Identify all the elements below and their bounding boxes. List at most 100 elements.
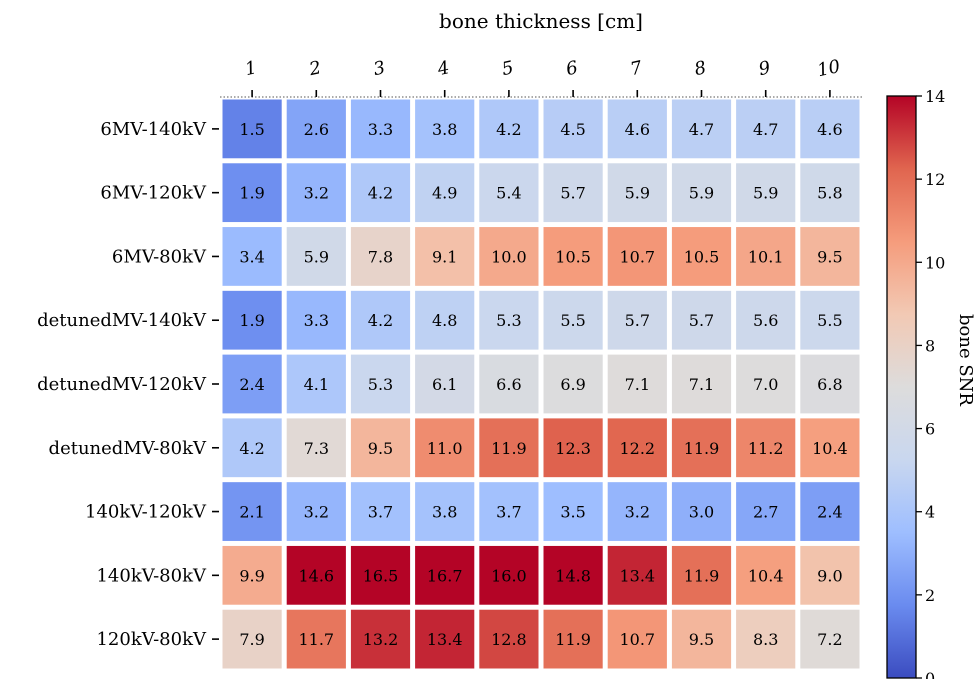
heatmap-cell	[479, 418, 539, 478]
x-tick-label: 1	[243, 57, 259, 80]
cell-value-label: 5.9	[753, 184, 778, 203]
cell-value-label: 6.8	[817, 375, 842, 394]
cell-value-label: 12.3	[555, 439, 591, 458]
x-tick-label: 8	[693, 57, 709, 80]
y-tick-label: 140kV-120kV	[85, 502, 207, 523]
heatmap-cell	[736, 163, 796, 223]
heatmap-cell	[736, 354, 796, 414]
y-tick-label: 140kV-80kV	[96, 565, 207, 586]
cell-value-label: 7.8	[368, 247, 393, 266]
heatmap-cell	[671, 418, 732, 478]
x-tick-label: 9	[757, 57, 773, 80]
heatmap-cell	[222, 418, 282, 478]
cell-value-label: 5.7	[560, 184, 585, 203]
cell-value-label: 5.6	[753, 311, 778, 330]
heatmap-cell	[479, 290, 539, 350]
heatmap-cell	[286, 290, 346, 350]
x-axis-label: bone thickness [cm]	[439, 9, 643, 33]
heatmap-cell	[222, 482, 282, 541]
cell-value-label: 4.9	[432, 184, 457, 203]
x-ticks: 1 2 3 4 5 6 7 8 9 10	[220, 56, 862, 98]
heatmap-cell	[350, 99, 411, 159]
heatmap-cell	[800, 609, 860, 669]
heatmap-cell	[222, 99, 282, 159]
cell-value-label: 2.1	[239, 503, 264, 522]
cell-value-label: 2.4	[239, 375, 264, 394]
heatmap-cell	[350, 609, 411, 669]
heatmap-cell	[671, 99, 732, 159]
cell-value-label: 4.8	[432, 311, 457, 330]
colorbar-tick-label: 10	[925, 253, 945, 272]
x-tick-label: 7	[628, 57, 644, 80]
cell-value-label: 11.7	[298, 630, 334, 649]
cell-value-label: 11.9	[555, 630, 591, 649]
cell-value-label: 6.1	[432, 375, 457, 394]
heatmap-cell	[286, 99, 346, 159]
cell-value-label: 10.4	[748, 566, 784, 585]
cell-value-label: 11.9	[684, 439, 720, 458]
cell-value-label: 3.8	[432, 120, 457, 139]
x-tick-label: 10	[815, 56, 842, 81]
cell-value-label: 12.2	[619, 439, 655, 458]
cell-value-label: 3.7	[496, 503, 521, 522]
heatmap-cell	[479, 609, 539, 669]
cell-value-label: 10.4	[812, 439, 848, 458]
cell-value-label: 4.7	[689, 120, 714, 139]
x-tick-label: 5	[500, 57, 516, 80]
x-tick-label: 6	[564, 57, 580, 80]
y-tick-label: 6MV-80kV	[112, 246, 207, 267]
heatmap-cell	[736, 99, 796, 159]
cell-value-label: 16.0	[491, 566, 527, 585]
cell-value-label: 9.5	[689, 630, 714, 649]
heatmap-cell	[607, 418, 667, 478]
colorbar-tick-label: 14	[925, 87, 945, 106]
cell-value-label: 2.4	[817, 503, 842, 522]
heatmap-cell	[671, 545, 732, 605]
heatmap-cell	[222, 545, 282, 605]
heatmap-cell	[479, 482, 539, 541]
heatmap-cell	[479, 227, 539, 286]
colorbar-gradient	[886, 95, 917, 679]
heatmap-cell	[543, 418, 603, 478]
heatmap-cell	[222, 163, 282, 223]
heatmap-cell	[800, 99, 860, 159]
heatmap-cell	[736, 482, 796, 541]
cell-value-label: 5.9	[304, 247, 329, 266]
y-ticks: 6MV-140kV 6MV-120kV 6MV-80kV detunedMV-140k…	[37, 119, 219, 650]
heatmap-cell	[607, 545, 667, 605]
cell-value-label: 4.2	[496, 120, 521, 139]
cell-value-label: 2.6	[304, 120, 329, 139]
cell-value-label: 11.9	[491, 439, 527, 458]
cell-value-label: 13.4	[619, 566, 655, 585]
heatmap-cell	[415, 99, 475, 159]
cell-value-label: 7.1	[625, 375, 650, 394]
cell-value-label: 3.2	[304, 503, 329, 522]
cell-value-label: 4.6	[817, 120, 842, 139]
heatmap-cell	[543, 609, 603, 669]
cell-value-label: 3.3	[304, 311, 329, 330]
cell-value-label: 4.2	[239, 439, 264, 458]
heatmap-cell	[286, 354, 346, 414]
heatmap-cell	[800, 290, 860, 350]
cell-value-label: 1.9	[239, 311, 264, 330]
cell-value-label: 5.3	[496, 311, 521, 330]
heatmap-cell	[736, 545, 796, 605]
cell-value-label: 2.7	[753, 503, 778, 522]
cell-value-label: 10.0	[491, 247, 527, 266]
heatmap-cell	[415, 227, 475, 286]
heatmap-cell	[671, 163, 732, 223]
heatmap-cell	[736, 290, 796, 350]
cell-value-label: 5.5	[817, 311, 842, 330]
colorbar: 0 2 4 6 8 10 12 14	[886, 87, 945, 679]
cell-value-label: 10.1	[748, 247, 784, 266]
heatmap-cell	[607, 354, 667, 414]
heatmap-cell	[479, 99, 539, 159]
heatmap-cell	[607, 227, 667, 286]
cell-value-label: 9.1	[432, 247, 457, 266]
cell-value-label: 4.2	[368, 184, 393, 203]
heatmap-cell	[543, 482, 603, 541]
heatmap-cell	[800, 418, 860, 478]
cell-value-label: 5.9	[689, 184, 714, 203]
y-tick-label: detunedMV-140kV	[37, 310, 207, 331]
colorbar-tick-label: 0	[925, 669, 935, 679]
